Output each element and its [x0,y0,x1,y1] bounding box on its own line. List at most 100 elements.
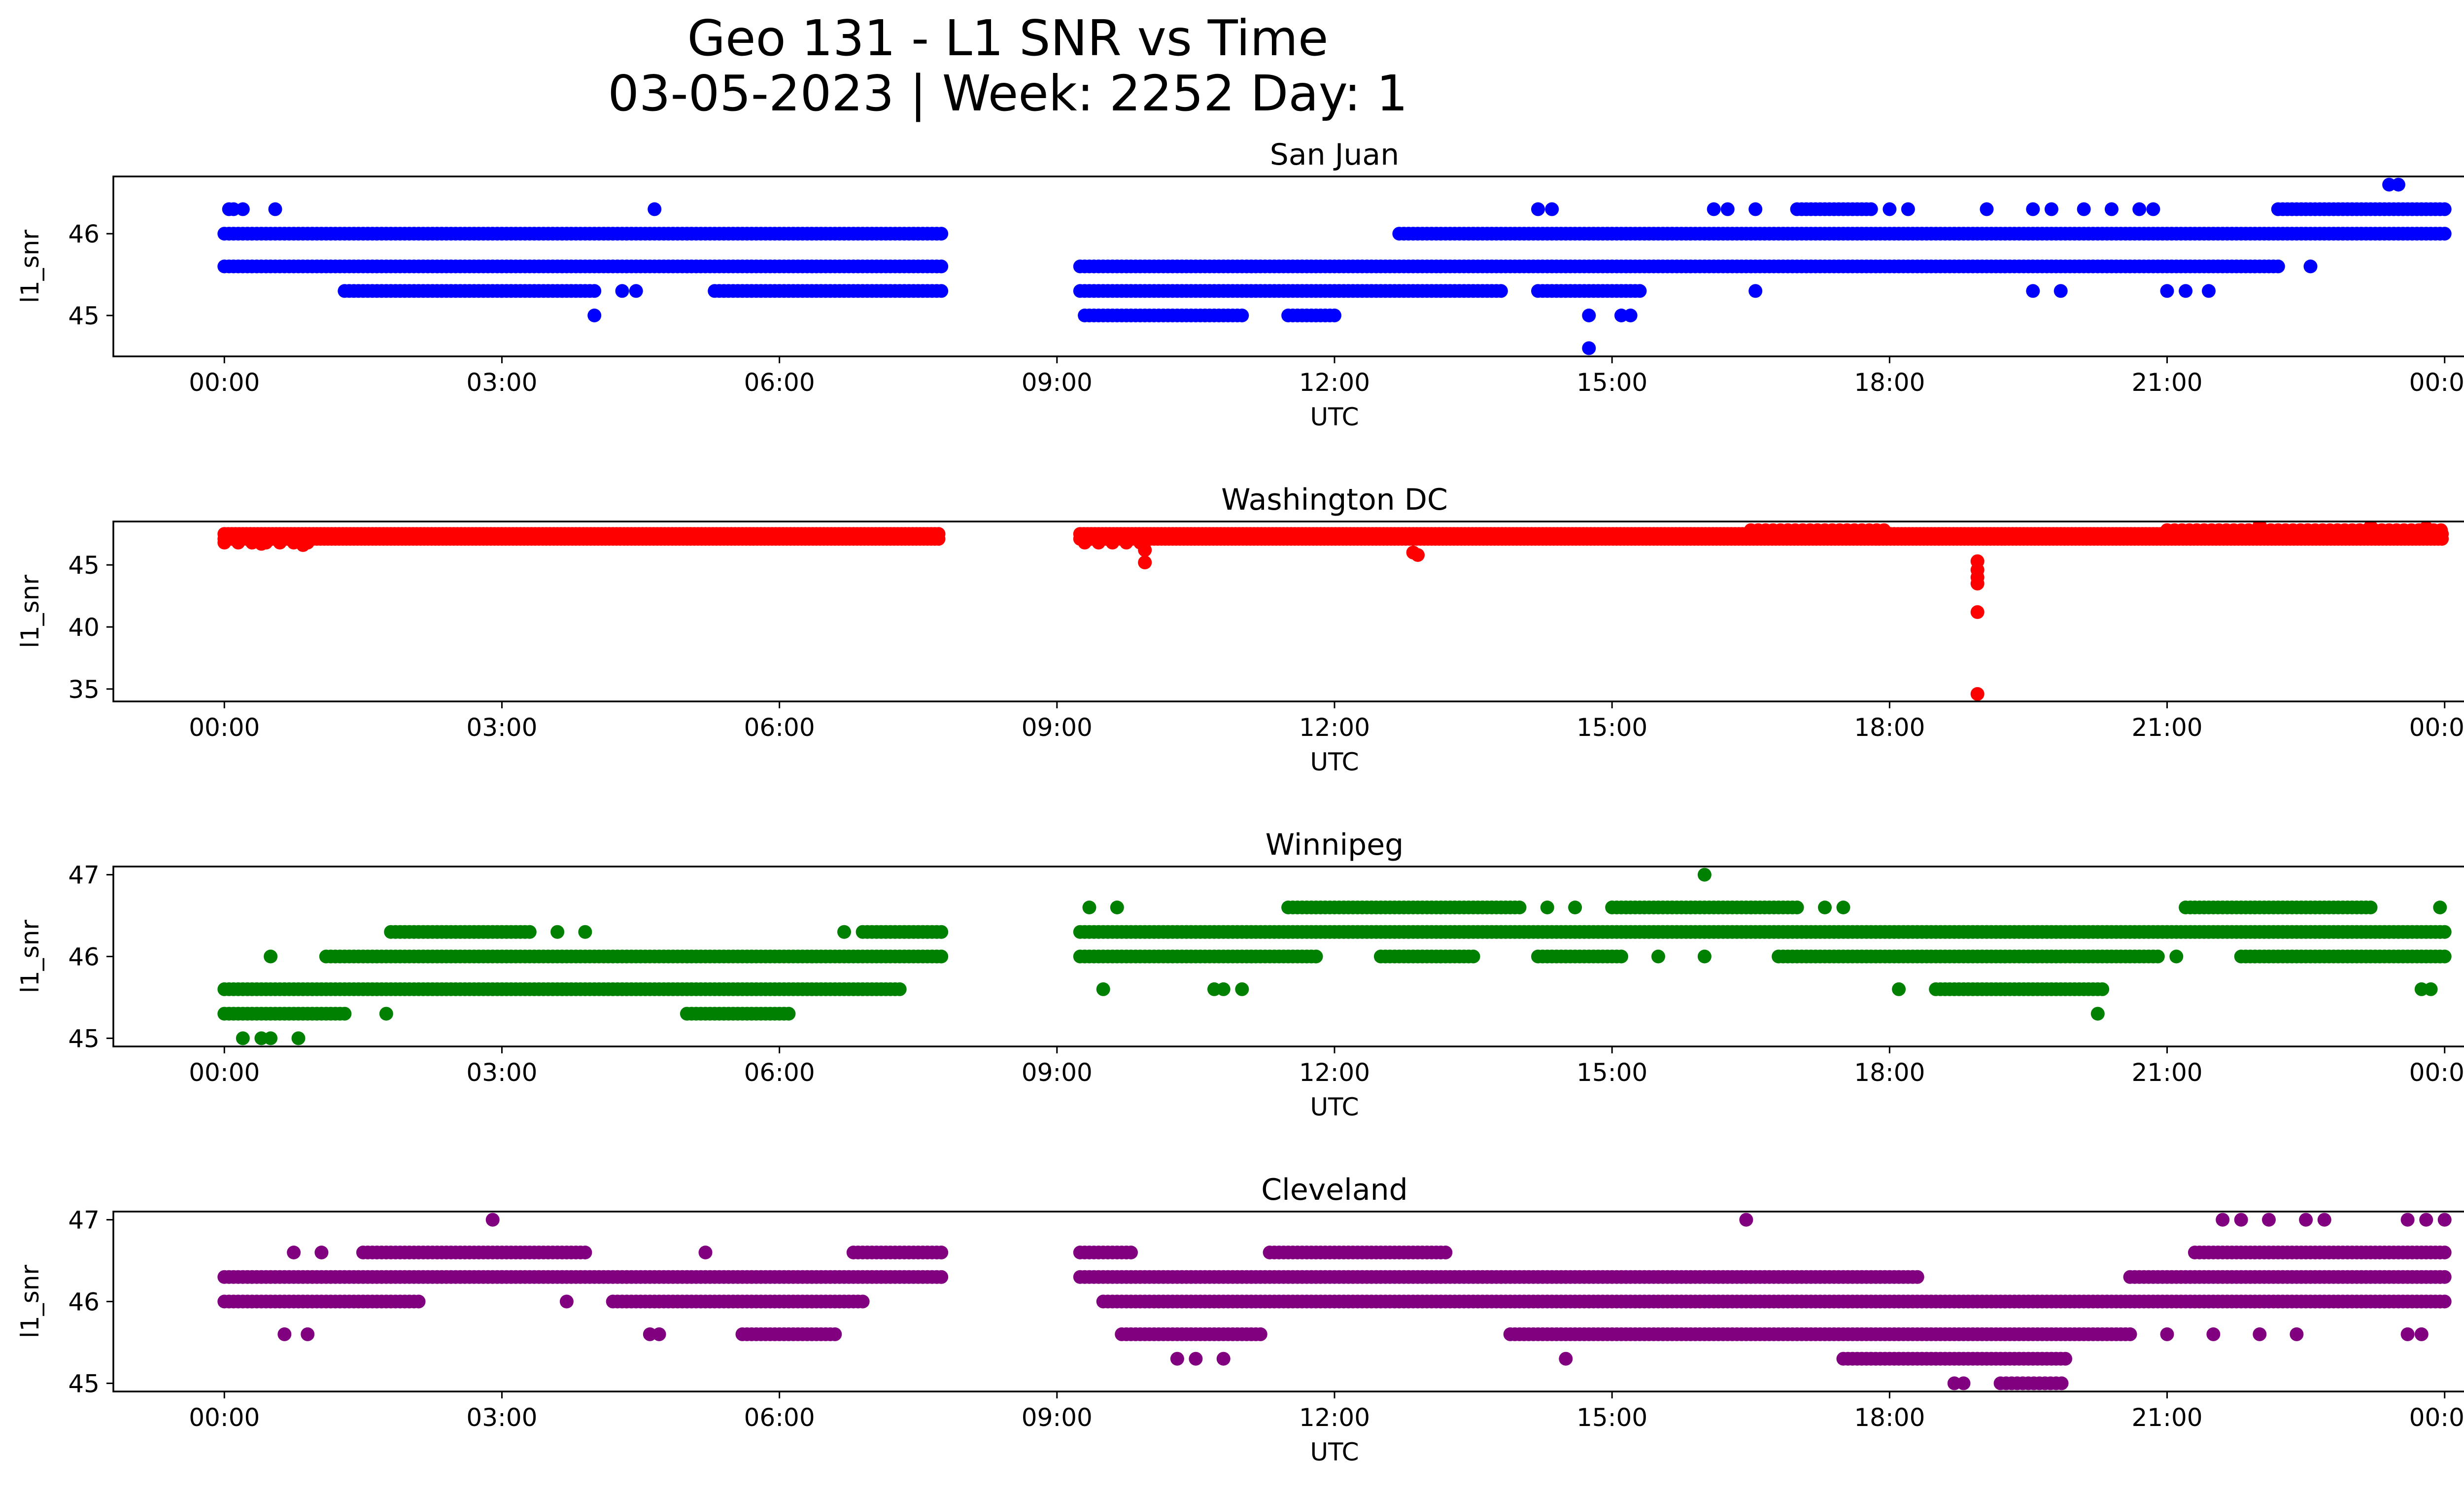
y-axis-label: l1_snr [16,575,44,648]
data-point [934,925,949,939]
data-point [2419,1213,2433,1227]
y-tick-label: 45 [68,1369,100,1398]
data-point [1697,949,1711,964]
data-point [2303,259,2318,274]
data-point [522,925,537,939]
x-tick-label: 00:00 [2409,1058,2464,1087]
data-point [485,1213,500,1227]
data-point [2206,1327,2221,1341]
data-point [2437,1270,2452,1284]
data-point [2253,1327,2267,1341]
data-point [2123,1327,2137,1341]
data-point [1818,901,1832,914]
x-tick-label: 21:00 [2131,713,2202,742]
data-point [2400,1213,2415,1227]
x-tick-label: 00:00 [2409,368,2464,397]
x-axis-label: UTC [1310,403,1359,431]
y-tick-label: 35 [68,675,100,704]
data-point [1096,982,1110,996]
data-point [277,1327,292,1341]
data-point [934,259,949,274]
data-point [1614,949,1628,964]
y-tick-label: 47 [68,1206,100,1235]
x-axis-label: UTC [1310,1093,1359,1121]
data-point [1105,535,1120,550]
panel-title: Winnipeg [1266,828,1404,862]
data-point [1138,543,1152,557]
data-point [2290,1327,2304,1341]
data-point [1411,548,1425,562]
x-tick-label: 00:00 [189,713,260,742]
data-point [1707,202,1721,216]
data-point [698,1246,713,1259]
data-point [782,1007,796,1021]
data-point [1623,309,1638,322]
x-tick-label: 06:00 [744,1058,815,1087]
data-point [2095,982,2110,996]
data-point [2434,523,2448,537]
data-point [1790,901,1804,914]
data-point [2317,1213,2331,1227]
x-tick-label: 06:00 [744,713,815,742]
data-point [2216,1213,2230,1227]
y-tick-label: 46 [68,220,100,248]
data-point [2202,284,2216,298]
data-point [2433,901,2447,914]
y-tick-label: 40 [68,613,100,642]
x-tick-label: 21:00 [2131,1058,2202,1087]
data-points-cleveland [217,1213,2452,1391]
data-point [2363,522,2378,534]
data-point [236,202,250,216]
y-tick-label: 45 [68,551,100,580]
data-point [1582,309,1596,322]
data-point [1110,901,1124,914]
data-point [2437,202,2452,216]
x-tick-label: 12:00 [1299,713,1370,742]
data-point [934,284,949,298]
data-point [217,535,232,550]
data-point [1253,1327,1267,1341]
data-point [2424,982,2438,996]
data-point [1877,523,1891,537]
data-point [1531,202,1545,216]
data-point [1864,202,1878,216]
data-point [1189,1352,1203,1366]
x-tick-label: 12:00 [1299,1058,1370,1087]
data-point [1980,202,1994,216]
x-tick-label: 06:00 [744,1403,815,1432]
data-point [1882,202,1897,216]
data-point [2271,259,2285,274]
data-point [287,1246,301,1259]
data-point [1540,901,1554,914]
x-tick-label: 15:00 [1576,368,1647,397]
data-point [615,284,629,298]
x-tick-label: 06:00 [744,368,815,397]
data-point [1328,309,1341,322]
data-point [1309,949,1323,964]
data-point [2169,949,2184,964]
x-tick-label: 03:00 [466,368,537,397]
data-point [2058,1352,2072,1366]
x-tick-label: 12:00 [1299,1403,1370,1432]
data-point [1559,1352,1573,1366]
y-axis-label: l1_snr [16,230,44,303]
data-point [578,925,592,939]
data-point [1438,1246,1453,1259]
data-point [2400,1327,2415,1341]
data-point [1956,1376,1971,1391]
data-point [1170,1352,1184,1366]
y-axis-label: l1_snr [16,1265,44,1338]
x-tick-label: 00:00 [189,368,260,397]
data-point [1720,202,1735,216]
data-point [629,284,643,298]
data-point [2044,202,2058,216]
x-tick-label: 09:00 [1022,713,1093,742]
data-point [892,982,907,996]
x-tick-label: 03:00 [466,1403,537,1432]
data-point [1836,901,1850,914]
data-point [2437,1213,2452,1227]
y-axis-label: l1_snr [16,920,44,993]
x-tick-label: 09:00 [1022,1058,1093,1087]
data-point [2437,1246,2452,1259]
